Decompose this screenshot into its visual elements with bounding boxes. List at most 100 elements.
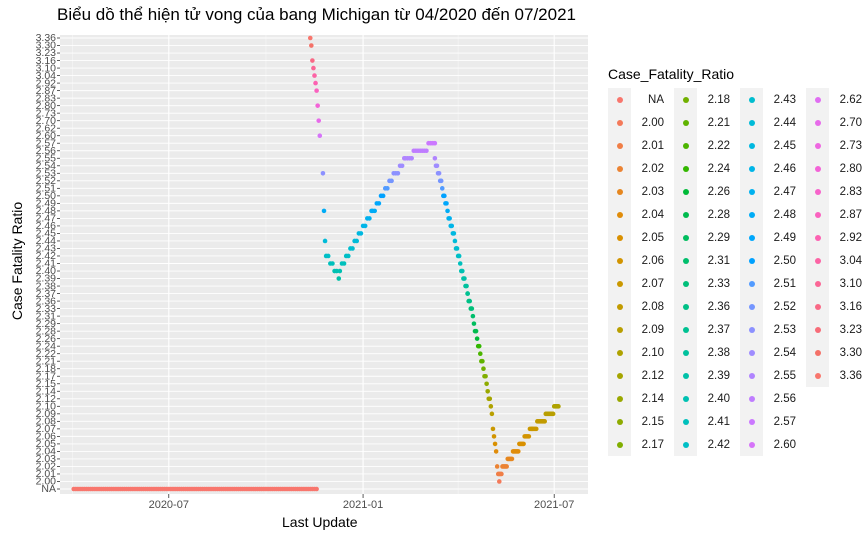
legend-item: 2.33 xyxy=(674,272,732,295)
legend-key xyxy=(608,134,631,157)
legend-label: 2.83 xyxy=(839,185,862,198)
legend-item: 2.51 xyxy=(740,272,798,295)
legend-item: 2.08 xyxy=(608,295,666,318)
legend-item: 2.50 xyxy=(740,249,798,272)
legend-key xyxy=(608,295,631,318)
legend-item: 2.56 xyxy=(740,387,798,410)
legend-label: 2.10 xyxy=(641,346,664,359)
data-point xyxy=(550,411,556,417)
legend-key xyxy=(674,88,697,111)
grid-lines xyxy=(60,35,588,494)
legend-label: 2.02 xyxy=(641,162,664,175)
x-axis-ticks: 2020-07 2021-01 2021-07 xyxy=(149,494,574,511)
legend-label: 3.36 xyxy=(839,369,862,382)
legend-dot xyxy=(682,211,689,218)
data-point xyxy=(312,73,317,78)
legend-item: 2.10 xyxy=(608,341,666,364)
y-tick-label: 3.30 xyxy=(36,40,57,52)
legend-key xyxy=(608,410,631,433)
legend-dot xyxy=(682,441,689,448)
legend-key xyxy=(674,272,697,295)
legend-dot xyxy=(682,165,689,172)
legend-dot xyxy=(616,418,623,425)
y-tick-label: 2.70 xyxy=(36,115,57,127)
legend-label: 2.53 xyxy=(773,323,796,336)
legend-item: 2.55 xyxy=(740,364,798,387)
data-point xyxy=(345,253,351,259)
legend-dot xyxy=(748,349,755,356)
legend-item: 3.10 xyxy=(806,272,862,295)
y-tick-label: 2.54 xyxy=(36,160,57,172)
y-axis-label: Case Fatality Ratio xyxy=(9,201,25,321)
legend-label: 2.57 xyxy=(773,415,796,428)
legend-label: 2.60 xyxy=(773,438,796,451)
data-point xyxy=(497,479,502,484)
y-tick-label: 3.36 xyxy=(36,32,57,44)
legend-label: 2.21 xyxy=(707,116,730,129)
legend-label: 2.39 xyxy=(707,369,730,382)
legend-label: 2.51 xyxy=(773,277,796,290)
legend-item: 3.30 xyxy=(806,341,862,364)
y-tick-label: NA xyxy=(41,483,56,495)
y-tick-label: 2.06 xyxy=(36,431,57,443)
data-point xyxy=(424,148,429,154)
legend-label: 2.14 xyxy=(641,392,664,405)
data-point xyxy=(399,163,405,169)
data-point xyxy=(485,388,490,394)
y-tick-label: 2.00 xyxy=(36,476,57,488)
legend-key xyxy=(674,157,697,180)
legend-key xyxy=(740,433,763,456)
legend-dot xyxy=(748,441,755,448)
legend-key xyxy=(740,111,763,134)
legend-label: 2.38 xyxy=(707,346,730,359)
data-point xyxy=(432,140,438,146)
legend-label: 3.23 xyxy=(839,323,862,336)
legend-dot xyxy=(748,142,755,149)
legend-label: 2.03 xyxy=(641,185,664,198)
data-point xyxy=(314,486,319,492)
legend-dot xyxy=(814,188,821,195)
legend-key xyxy=(806,318,829,341)
data-point xyxy=(320,171,326,176)
legend-item: 3.16 xyxy=(806,295,862,318)
legend-item: 2.06 xyxy=(608,249,666,272)
data-point xyxy=(330,261,335,266)
legend-dot xyxy=(748,165,755,172)
legend-item: 2.37 xyxy=(674,318,732,341)
legend-item: 2.70 xyxy=(806,111,862,134)
data-point xyxy=(350,246,355,251)
legend-key xyxy=(674,180,697,203)
legend-item: 2.45 xyxy=(740,134,798,157)
legend-columns: NA 2.00 2.01 2.02 2.03 2.04 2.05 2.06 2.07 2.08 2.… xyxy=(608,88,862,456)
data-point xyxy=(516,449,521,454)
data-point xyxy=(358,231,364,236)
legend-key xyxy=(806,203,829,226)
legend-label: 2.54 xyxy=(773,346,796,359)
legend-dot xyxy=(814,119,821,126)
legend-dot xyxy=(682,326,689,333)
y-tick-label: 2.37 xyxy=(36,288,57,300)
legend-dot xyxy=(616,142,623,149)
data-point xyxy=(462,276,467,281)
legend-key xyxy=(740,203,763,226)
data-point xyxy=(380,193,386,199)
y-tick-label: 2.87 xyxy=(36,85,57,97)
legend-label: 2.28 xyxy=(707,208,730,221)
data-point xyxy=(521,441,526,447)
legend-title: Case_Fatality_Ratio xyxy=(608,66,735,82)
legend-label: 3.04 xyxy=(839,254,862,267)
data-point xyxy=(542,419,547,424)
data-point xyxy=(389,178,394,184)
legend-key xyxy=(674,341,697,364)
legend-key xyxy=(674,249,697,272)
legend-key xyxy=(806,134,829,157)
legend-key xyxy=(674,387,697,410)
legend-key xyxy=(608,226,631,249)
legend-dot xyxy=(748,395,755,402)
legend-key xyxy=(740,364,763,387)
data-point xyxy=(509,456,515,462)
legend-label: 2.92 xyxy=(839,231,862,244)
x-tick-label: 2020-07 xyxy=(149,499,189,511)
legend-label: 2.55 xyxy=(773,369,796,382)
data-point xyxy=(385,186,390,191)
